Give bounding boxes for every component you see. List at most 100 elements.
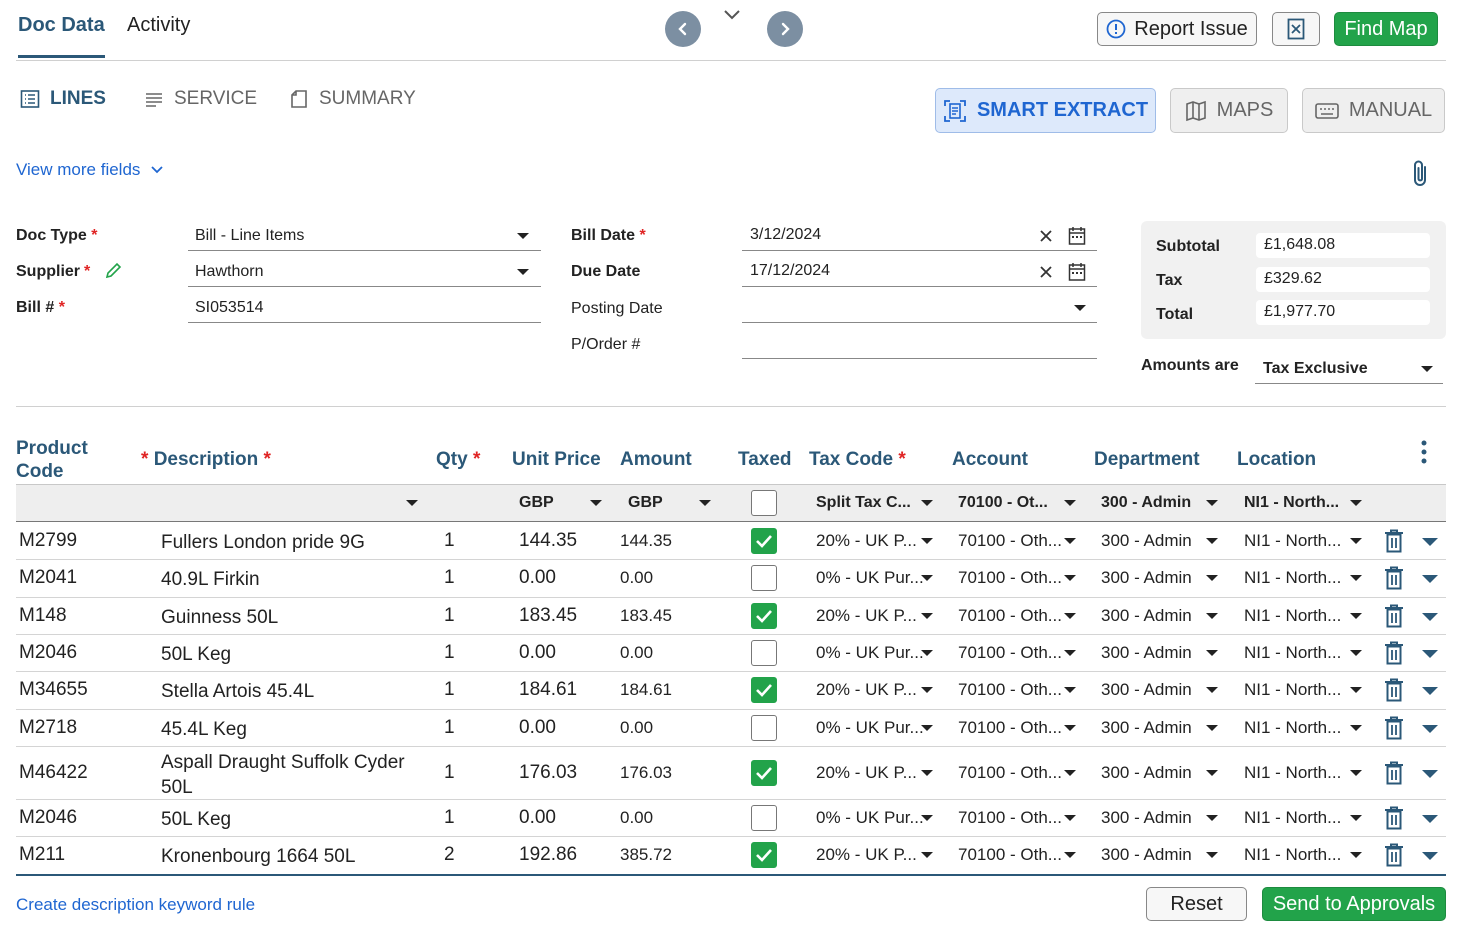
expand-row-icon[interactable] — [1422, 724, 1438, 733]
taxed-checkbox[interactable] — [751, 804, 777, 831]
subtab-service[interactable]: SERVICE — [144, 88, 257, 110]
location-select[interactable]: NI1 - North... — [1244, 717, 1342, 737]
taxed-checkbox[interactable] — [751, 714, 777, 741]
taxed-checkbox[interactable] — [751, 677, 777, 703]
supplier-dropdown-icon[interactable] — [517, 269, 529, 275]
unit-price-cell[interactable]: 0.00 — [519, 806, 556, 828]
next-document-button[interactable] — [767, 11, 803, 47]
department-dropdown-icon[interactable] — [1206, 687, 1218, 693]
product-code-cell[interactable]: M46422 — [19, 761, 88, 783]
subtab-summary[interactable]: SUMMARY — [289, 88, 416, 110]
tax-code-select[interactable]: 20% - UK P... — [816, 605, 917, 625]
location-select[interactable]: NI1 - North... — [1244, 605, 1342, 625]
description-cell[interactable]: Guinness 50L — [161, 606, 279, 628]
product-code-cell[interactable]: M2046 — [19, 641, 78, 663]
unit-price-cell[interactable]: 144.35 — [519, 529, 578, 551]
posting-date-dropdown-icon[interactable] — [1074, 305, 1086, 311]
attachment-icon[interactable] — [1408, 158, 1432, 195]
tax-code-select[interactable]: 0% - UK Pur... — [816, 568, 924, 587]
maps-button[interactable]: MAPS — [1170, 88, 1288, 133]
product-code-cell[interactable]: M148 — [19, 604, 67, 626]
tax-code-select[interactable]: 20% - UK P... — [816, 845, 917, 864]
tax-code-dropdown-icon[interactable] — [921, 575, 933, 581]
trash-icon[interactable] — [1384, 843, 1404, 872]
department-dropdown-icon[interactable] — [1206, 769, 1218, 776]
department-select[interactable]: 300 - Admin — [1101, 807, 1192, 827]
department-default[interactable]: 300 - Admin — [1101, 494, 1192, 511]
trash-icon[interactable] — [1384, 529, 1404, 558]
qty-cell[interactable]: 1 — [444, 761, 455, 783]
account-default-dropdown-icon[interactable] — [1064, 500, 1076, 506]
qty-cell[interactable]: 1 — [444, 641, 455, 663]
tax-code-dropdown-icon[interactable] — [921, 724, 933, 731]
account-dropdown-icon[interactable] — [1064, 724, 1076, 731]
description-cell[interactable]: 40.9L Firkin — [161, 569, 260, 590]
account-dropdown-icon[interactable] — [1064, 537, 1076, 544]
trash-icon[interactable] — [1384, 716, 1404, 745]
product-code-cell[interactable]: M211 — [19, 844, 66, 865]
trash-icon[interactable] — [1384, 641, 1404, 670]
department-dropdown-icon[interactable] — [1206, 724, 1218, 731]
expand-row-icon[interactable] — [1422, 612, 1438, 621]
department-dropdown-icon[interactable] — [1206, 537, 1218, 544]
trash-icon[interactable] — [1384, 566, 1404, 595]
account-select[interactable]: 70100 - Oth... — [958, 762, 1062, 782]
tax-code-dropdown-icon[interactable] — [921, 612, 933, 619]
account-dropdown-icon[interactable] — [1064, 575, 1076, 581]
trash-icon[interactable] — [1384, 678, 1404, 707]
discard-document-button[interactable] — [1272, 12, 1320, 46]
department-dropdown-icon[interactable] — [1206, 852, 1218, 858]
bill-number-input[interactable]: SI053514 — [195, 299, 264, 316]
description-default-dropdown-icon[interactable] — [406, 500, 418, 506]
taxed-checkbox[interactable] — [751, 639, 777, 666]
department-select[interactable]: 300 - Admin — [1101, 717, 1192, 737]
location-select[interactable]: NI1 - North... — [1244, 845, 1342, 864]
description-cell[interactable]: Kronenbourg 1664 50L — [161, 846, 356, 867]
department-select[interactable]: 300 - Admin — [1101, 642, 1192, 662]
doc-type-select[interactable]: Bill - Line Items — [195, 227, 305, 244]
account-dropdown-icon[interactable] — [1064, 687, 1076, 693]
tax-code-dropdown-icon[interactable] — [921, 814, 933, 821]
account-select[interactable]: 70100 - Oth... — [958, 568, 1062, 587]
location-dropdown-icon[interactable] — [1350, 537, 1362, 544]
unit-price-cell[interactable]: 0.00 — [519, 641, 556, 663]
tax-code-dropdown-icon[interactable] — [921, 769, 933, 776]
doc-type-dropdown-icon[interactable] — [517, 233, 529, 239]
expand-chevron-icon[interactable] — [722, 8, 742, 27]
supplier-select[interactable]: Hawthorn — [195, 263, 264, 280]
account-dropdown-icon[interactable] — [1064, 814, 1076, 821]
department-dropdown-icon[interactable] — [1206, 649, 1218, 656]
department-dropdown-icon[interactable] — [1206, 612, 1218, 619]
account-select[interactable]: 70100 - Oth... — [958, 717, 1062, 737]
trash-icon[interactable] — [1384, 806, 1404, 835]
smart-extract-button[interactable]: SMART EXTRACT — [935, 88, 1156, 133]
department-default-dropdown-icon[interactable] — [1206, 500, 1218, 506]
location-select[interactable]: NI1 - North... — [1244, 762, 1342, 782]
department-dropdown-icon[interactable] — [1206, 814, 1218, 821]
qty-cell[interactable]: 2 — [444, 844, 455, 865]
expand-row-icon[interactable] — [1422, 537, 1438, 546]
product-code-cell[interactable]: M34655 — [19, 679, 88, 700]
account-select[interactable]: 70100 - Oth... — [958, 680, 1062, 699]
department-select[interactable]: 300 - Admin — [1101, 568, 1192, 587]
unit-price-currency[interactable]: GBP — [519, 494, 554, 511]
report-issue-button[interactable]: Report Issue — [1097, 12, 1257, 46]
trash-icon[interactable] — [1384, 761, 1404, 790]
account-select[interactable]: 70100 - Oth... — [958, 530, 1062, 550]
taxed-checkbox[interactable] — [751, 565, 777, 591]
account-select[interactable]: 70100 - Oth... — [958, 605, 1062, 625]
location-dropdown-icon[interactable] — [1350, 649, 1362, 656]
edit-supplier-icon[interactable] — [104, 262, 122, 285]
reset-button[interactable]: Reset — [1146, 887, 1247, 921]
account-dropdown-icon[interactable] — [1064, 612, 1076, 619]
tab-doc-data[interactable]: Doc Data — [18, 14, 105, 58]
product-code-cell[interactable]: M2718 — [19, 716, 78, 738]
description-cell[interactable]: 50L Keg — [161, 643, 232, 665]
product-code-cell[interactable]: M2041 — [19, 567, 78, 588]
tax-code-dropdown-icon[interactable] — [921, 687, 933, 693]
tax-code-select[interactable]: 0% - UK Pur... — [816, 807, 924, 827]
more-options-icon[interactable] — [1419, 439, 1429, 470]
location-default[interactable]: NI1 - North... — [1244, 494, 1340, 511]
tax-code-select[interactable]: 20% - UK P... — [816, 530, 917, 550]
clear-due-date-icon[interactable] — [1039, 265, 1053, 284]
